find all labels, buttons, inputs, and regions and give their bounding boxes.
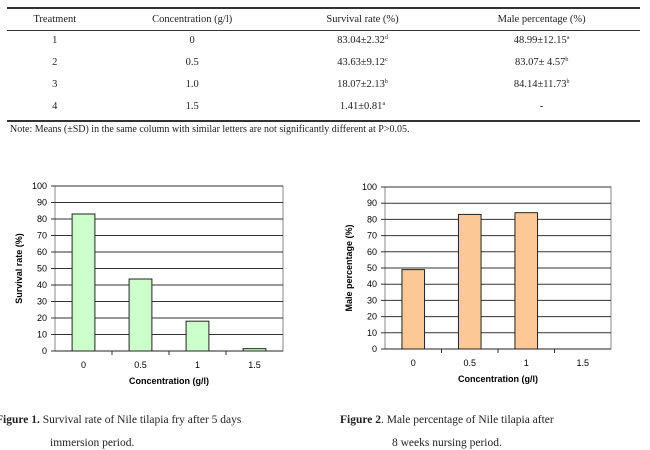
cell-survival: 83.04±2.32d xyxy=(282,30,444,52)
table-row: 2 0.5 43.63±9.12c 83.07± 4.57b xyxy=(7,52,640,74)
survival-letter: c xyxy=(385,57,388,63)
x-tick-label: 0 xyxy=(411,358,416,368)
y-tick-label: 90 xyxy=(367,198,377,208)
male-letter: b xyxy=(566,79,570,85)
y-tick-label: 30 xyxy=(37,297,47,307)
survival-value: 18.07±2.13 xyxy=(337,79,385,90)
male-letter: b xyxy=(565,57,569,63)
chart-1: 0 10 20 30 40 50 60 70 80 90 100 0 0.5 1 1.5 Concentrat… xyxy=(14,181,284,386)
x-tick-label: 1.5 xyxy=(248,360,261,370)
male-letter: a xyxy=(566,35,570,41)
y-tick-label: 60 xyxy=(367,247,377,257)
bar xyxy=(401,269,426,350)
x-tick-label: 0 xyxy=(81,360,86,370)
y-tick-label: 50 xyxy=(37,264,47,274)
bar xyxy=(514,212,539,350)
cell-male: 48.99±12.15a xyxy=(443,30,640,52)
table-row: 4 1.5 1.41±0.81a - xyxy=(7,96,640,118)
y-tick-label: 70 xyxy=(367,231,377,241)
cell-treatment: 2 xyxy=(52,57,58,68)
y-tick-label: 10 xyxy=(367,328,377,338)
results-table: Treatment Concentration (g/l) Survival r… xyxy=(7,9,640,118)
survival-letter: b xyxy=(384,79,388,85)
y-tick-label: 80 xyxy=(367,214,377,224)
figure2-caption-line2: 8 weeks nursing period. xyxy=(392,437,502,449)
cell-male: 83.07± 4.57b xyxy=(443,52,640,74)
bar xyxy=(457,213,482,350)
survival-letter: a xyxy=(382,101,386,107)
y-tick-label: 100 xyxy=(362,182,377,192)
figure2-label: Figure 2 xyxy=(340,414,381,426)
survival-value: 43.63±9.12 xyxy=(337,57,386,68)
y-tick-label: 40 xyxy=(37,280,47,290)
cell-survival: 43.63±9.12c xyxy=(282,52,444,74)
y-tick-label: 70 xyxy=(37,231,47,241)
chart-2: 0 10 20 30 40 50 60 70 80 90 100 0 0.5 1 1.5 Concentrat… xyxy=(344,182,612,384)
cell-male: 84.14±11.73b xyxy=(443,74,640,96)
y-tick-label: 100 xyxy=(32,181,47,191)
table-header-row: Treatment Concentration (g/l) Survival r… xyxy=(7,9,640,30)
y-tick-label: 20 xyxy=(367,312,377,322)
table-row: 3 1.0 18.07±2.13b 84.14±11.73b xyxy=(7,74,640,96)
male-value: 48.99±12.15 xyxy=(513,35,567,46)
x-axis-title: Concentration (g/l) xyxy=(458,374,538,384)
cell-treatment: 1 xyxy=(52,35,58,46)
x-tick-label: 0.5 xyxy=(463,358,476,368)
y-axis-title: Male percentage (%) xyxy=(344,224,354,311)
cell-concentration: 1.5 xyxy=(185,101,199,112)
survival-letter: d xyxy=(384,35,388,41)
cell-survival: 1.41±0.81a xyxy=(282,96,444,118)
y-tick-label: 60 xyxy=(37,247,47,257)
cell-treatment: 3 xyxy=(52,79,58,90)
y-tick-label: 10 xyxy=(37,330,47,340)
cell-concentration: 1.0 xyxy=(185,79,199,90)
x-axis-title: Concentration (g/l) xyxy=(129,376,209,386)
table-bottom-rule xyxy=(7,120,640,122)
cell-concentration: 0 xyxy=(189,35,195,46)
y-tick-label: 30 xyxy=(367,295,377,305)
survival-value: 1.41±0.81 xyxy=(339,101,383,112)
figure1-caption: Figure 1. Survival rate of Nile tilapia … xyxy=(0,413,241,427)
x-tick-label: 0.5 xyxy=(134,360,147,370)
header-survival: Survival rate (%) xyxy=(326,13,399,25)
survival-value: 83.04±2.32 xyxy=(337,35,385,46)
cell-survival: 18.07±2.13b xyxy=(282,74,444,96)
bar xyxy=(71,213,96,352)
y-axis-title: Survival rate (%) xyxy=(14,233,24,304)
figure1-caption-line2: immersion period. xyxy=(50,437,135,449)
table-top-rule xyxy=(7,7,640,9)
header-treatment: Treatment xyxy=(33,13,77,25)
figure2-caption: Figure 2. Male percentage of Nile tilapi… xyxy=(340,413,554,427)
figure2-text: . Male percentage of Nile tilapia after xyxy=(381,414,554,426)
table-header-rule xyxy=(7,30,640,31)
male-value: 84.14±11.73 xyxy=(513,79,567,90)
y-tick-label: 90 xyxy=(37,198,47,208)
y-tick-label: 50 xyxy=(367,263,377,273)
x-tick-label: 1.5 xyxy=(576,358,589,368)
male-value: 83.07± 4.57 xyxy=(514,57,566,68)
table-note: Note: Means (±SD) in the same column wit… xyxy=(10,124,410,135)
x-tick-label: 1 xyxy=(195,360,200,370)
y-tick-label: 0 xyxy=(42,346,47,356)
cell-concentration: 0.5 xyxy=(185,57,199,68)
bar xyxy=(185,320,210,352)
header-concentration: Concentration (g/l) xyxy=(152,13,233,25)
figure1-label: Figure 1. xyxy=(0,414,40,426)
x-tick-label: 1 xyxy=(524,358,529,368)
cell-treatment: 4 xyxy=(52,101,58,112)
cell-male: - xyxy=(443,96,640,118)
y-tick-label: 20 xyxy=(37,313,47,323)
y-tick-label: 0 xyxy=(372,344,377,354)
header-male: Male percentage (%) xyxy=(497,13,586,25)
male-value: - xyxy=(539,101,544,112)
y-tick-label: 80 xyxy=(37,214,47,224)
table-row: 1 0 83.04±2.32d 48.99±12.15a xyxy=(7,30,640,52)
figure1-text: Survival rate of Nile tilapia fry after … xyxy=(39,414,242,426)
bar xyxy=(128,278,153,352)
y-tick-label: 40 xyxy=(367,279,377,289)
